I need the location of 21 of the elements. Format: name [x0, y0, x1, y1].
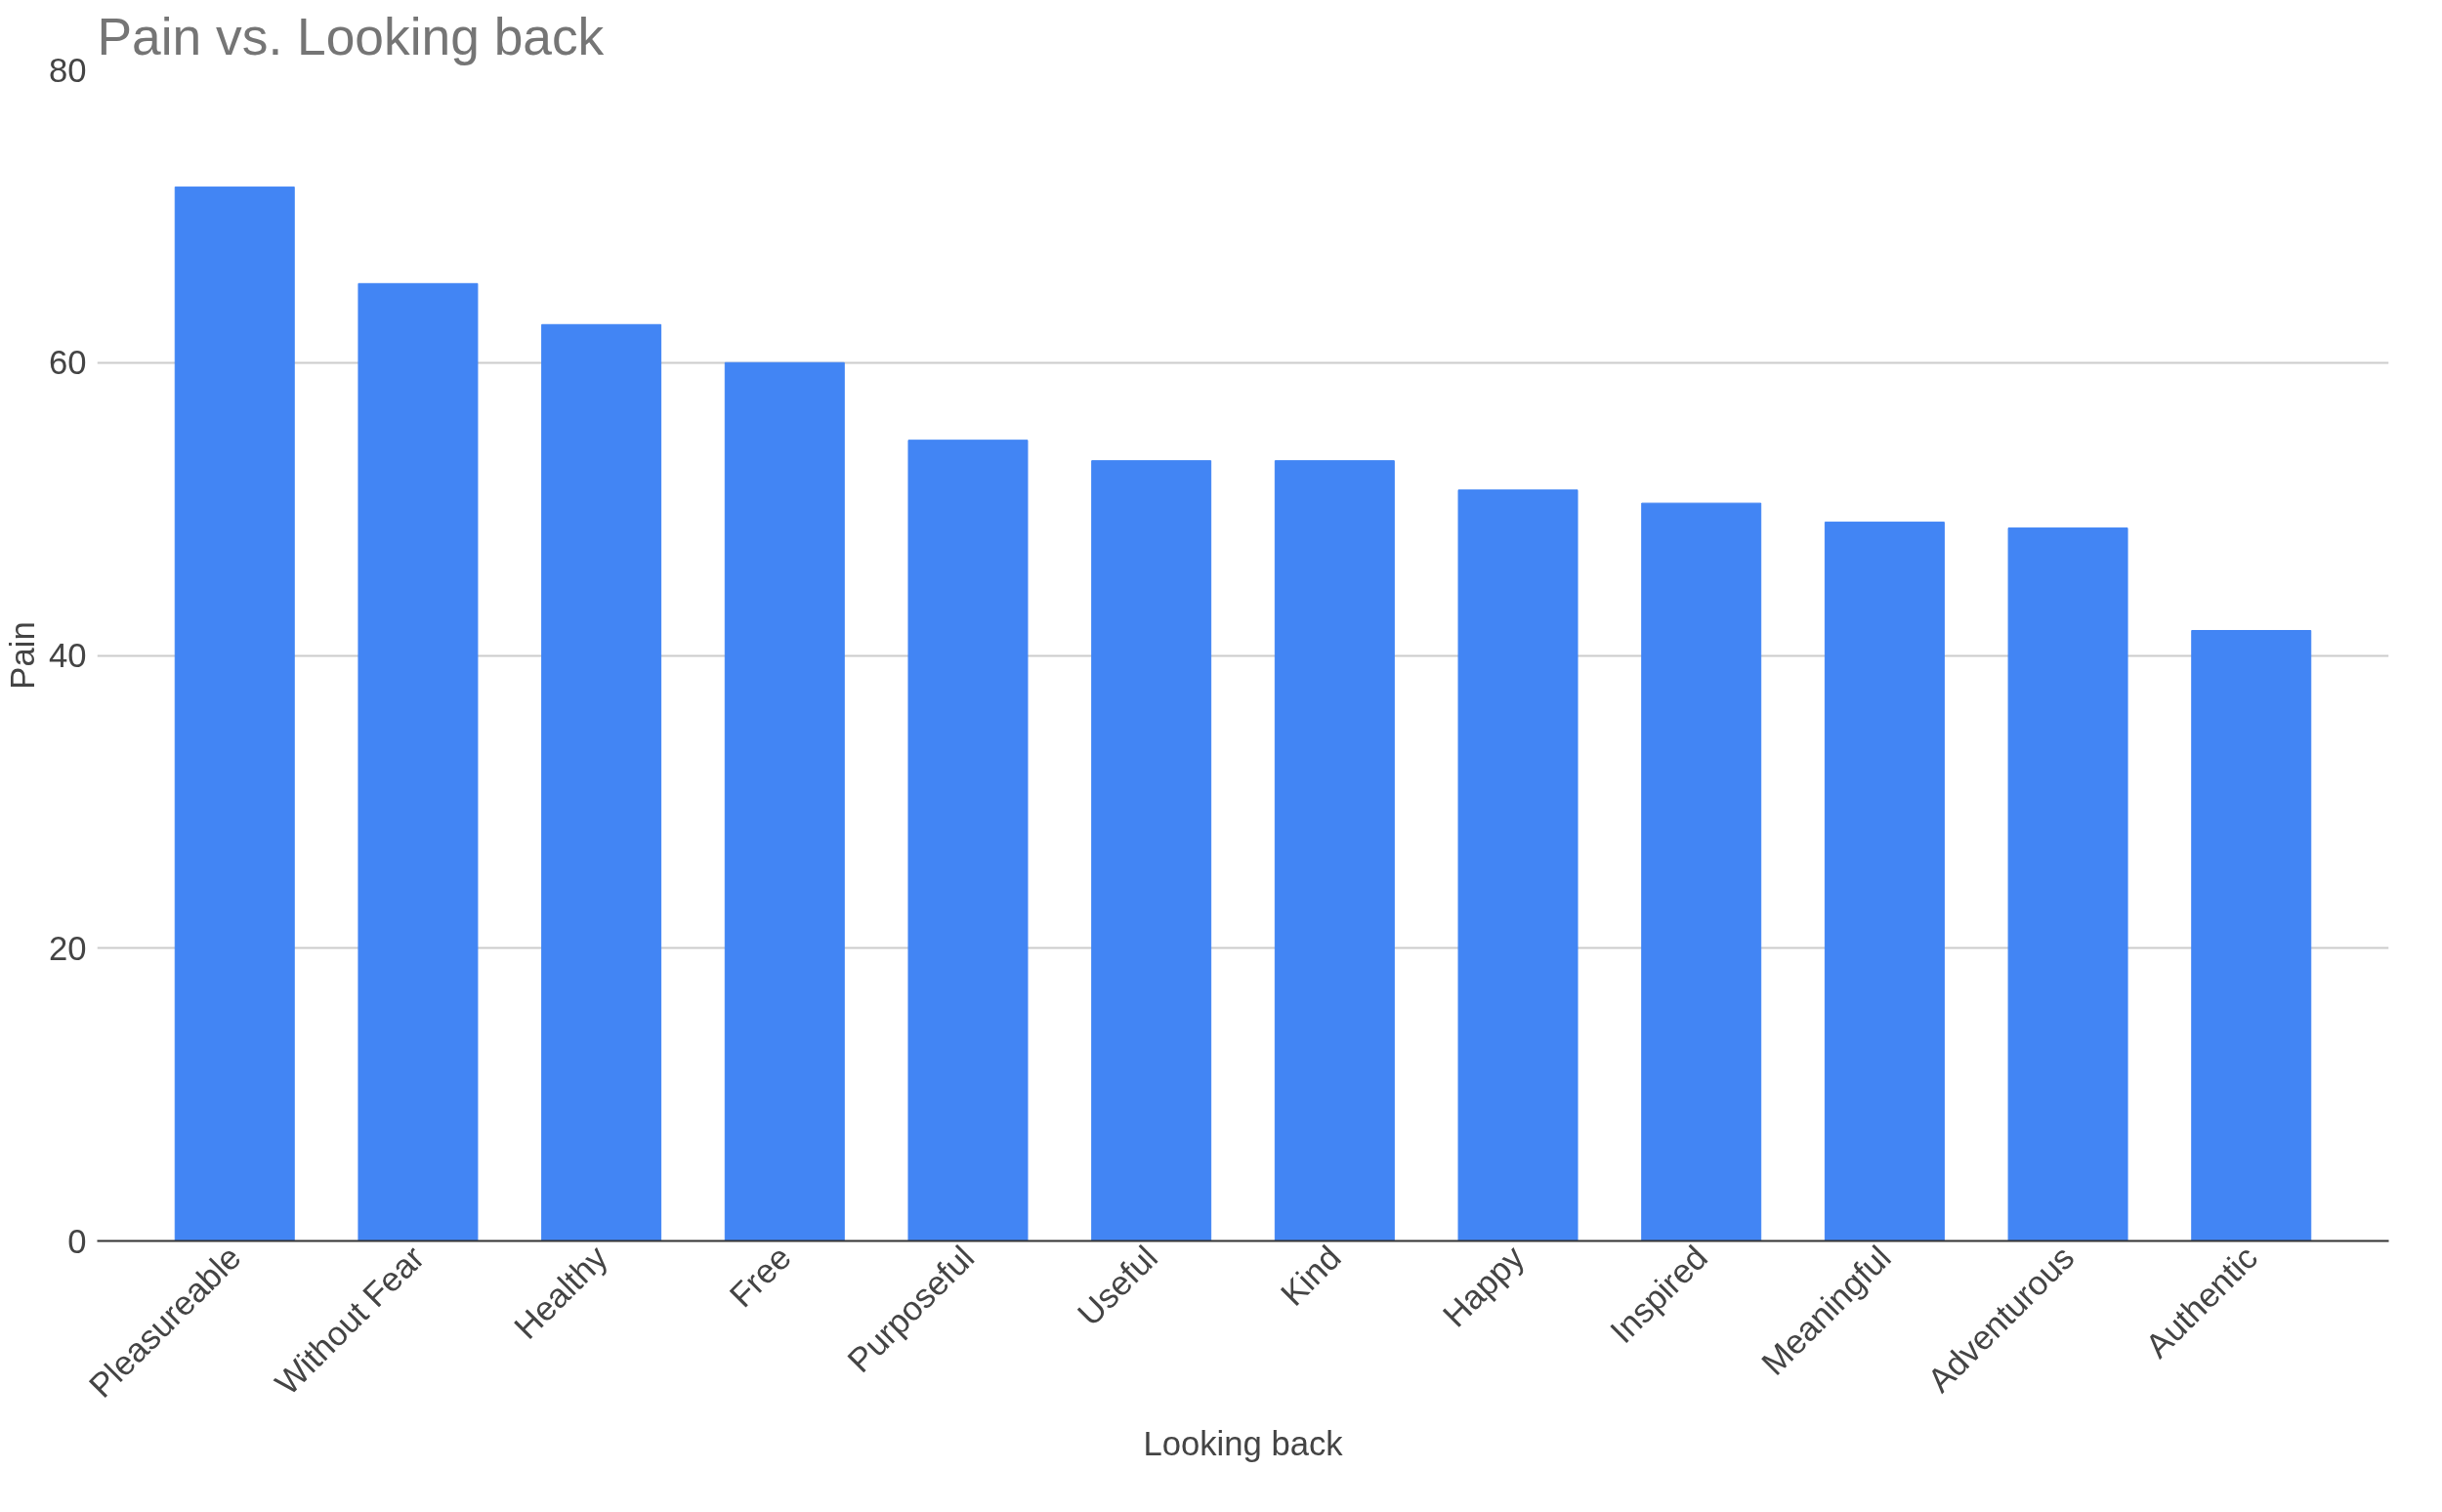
bar — [2007, 527, 2128, 1241]
y-tick-label: 20 — [48, 929, 87, 967]
x-axis-title: Looking back — [1143, 1425, 1344, 1463]
bar — [1091, 460, 1212, 1241]
bar — [1641, 502, 1762, 1241]
bar — [724, 361, 845, 1241]
bar — [1824, 522, 1945, 1241]
bar — [907, 440, 1029, 1241]
y-tick-label: 80 — [48, 51, 87, 89]
y-axis-title: Pain — [3, 621, 41, 690]
bar — [1457, 489, 1579, 1241]
bar — [1274, 460, 1395, 1241]
bar — [174, 186, 295, 1241]
y-tick-label: 40 — [48, 637, 87, 674]
bar — [541, 323, 662, 1241]
bar — [2191, 630, 2312, 1241]
x-tick-label: Free — [722, 1239, 798, 1315]
y-tick-label: 0 — [67, 1222, 87, 1260]
bar — [358, 282, 479, 1241]
y-tick-label: 60 — [48, 344, 87, 382]
chart-title: Pain vs. Looking back — [97, 7, 605, 65]
